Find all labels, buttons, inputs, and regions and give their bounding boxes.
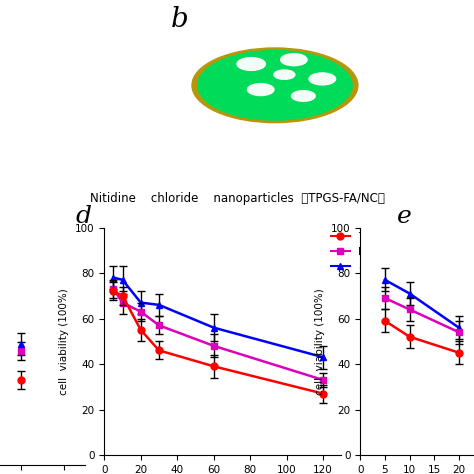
Y-axis label: cell  viability (100%): cell viability (100%) — [315, 288, 325, 395]
Circle shape — [219, 60, 328, 109]
Circle shape — [274, 70, 295, 79]
Circle shape — [207, 55, 342, 115]
Circle shape — [203, 53, 346, 117]
Circle shape — [266, 80, 274, 83]
Circle shape — [263, 78, 278, 85]
Circle shape — [210, 56, 338, 113]
Circle shape — [200, 51, 350, 119]
Circle shape — [201, 52, 348, 118]
Circle shape — [250, 73, 293, 92]
Circle shape — [223, 61, 323, 107]
Text: e: e — [397, 205, 412, 228]
Circle shape — [252, 73, 291, 91]
Circle shape — [239, 68, 305, 98]
Circle shape — [292, 91, 315, 101]
Circle shape — [192, 48, 358, 123]
Circle shape — [248, 72, 295, 93]
Circle shape — [227, 63, 319, 104]
Text: Nitidine    chloride    nanoparticles  （TPGS-FA/NC）: Nitidine chloride nanoparticles （TPGS-FA… — [90, 192, 384, 205]
Y-axis label: cell  viability (100%): cell viability (100%) — [59, 288, 69, 395]
Circle shape — [230, 64, 315, 102]
Circle shape — [247, 83, 274, 96]
Circle shape — [221, 61, 326, 108]
Text: b: b — [171, 7, 189, 33]
Circle shape — [212, 57, 336, 112]
Circle shape — [259, 76, 283, 87]
Circle shape — [209, 55, 340, 114]
Legend: TPGS-FA/NC, NC, 5-Fu: TPGS-FA/NC, NC, 5-Fu — [327, 228, 419, 275]
Circle shape — [232, 65, 313, 101]
Circle shape — [225, 62, 321, 105]
Circle shape — [245, 70, 299, 95]
Circle shape — [309, 73, 336, 85]
Circle shape — [255, 75, 287, 89]
Circle shape — [265, 79, 276, 84]
Circle shape — [218, 59, 329, 109]
Circle shape — [236, 66, 309, 100]
Circle shape — [216, 58, 332, 110]
Circle shape — [237, 57, 265, 71]
Circle shape — [254, 74, 289, 90]
Text: d: d — [76, 205, 92, 228]
Circle shape — [237, 67, 307, 99]
Circle shape — [198, 51, 352, 120]
Circle shape — [228, 64, 317, 103]
Circle shape — [243, 70, 301, 96]
Circle shape — [205, 54, 344, 116]
Circle shape — [268, 80, 272, 82]
Circle shape — [246, 71, 297, 94]
Circle shape — [234, 66, 311, 100]
Circle shape — [281, 54, 307, 66]
Circle shape — [214, 57, 334, 111]
Circle shape — [241, 69, 303, 97]
Circle shape — [261, 77, 281, 86]
Circle shape — [257, 76, 284, 88]
